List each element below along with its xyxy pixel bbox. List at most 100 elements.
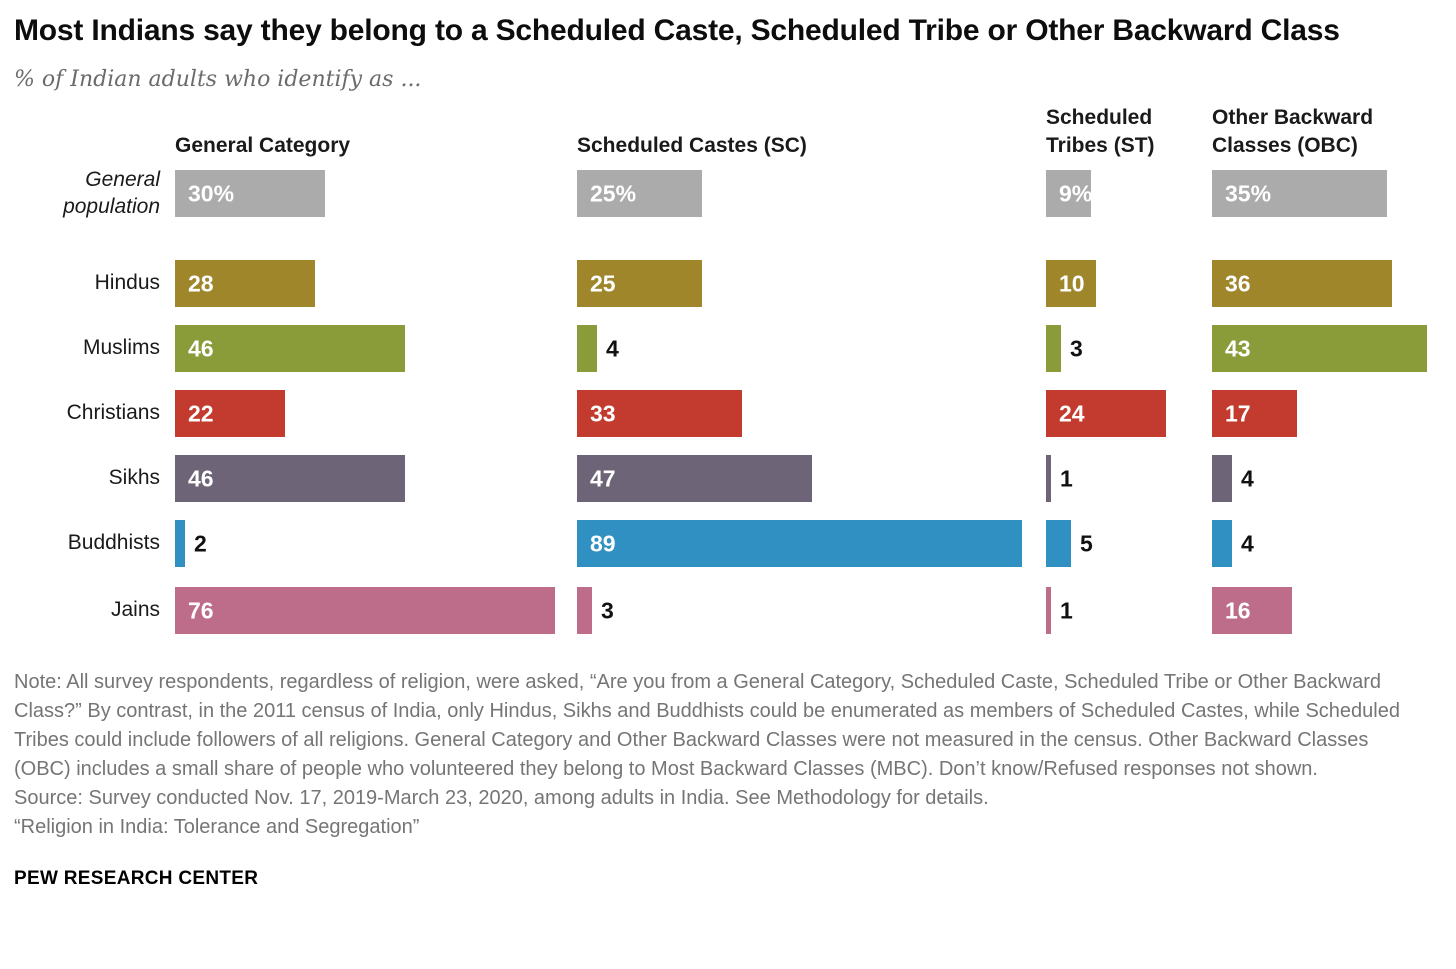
row-label-buddhists: Buddhists [67, 531, 160, 555]
bar-value: 5 [1080, 530, 1093, 557]
column-header-line: Other Backward [1212, 106, 1374, 130]
chart: General Category Scheduled Castes (SC) S… [14, 98, 1440, 638]
bar [1212, 455, 1232, 503]
bar-value: 24 [1059, 400, 1085, 427]
bar-value: 47 [590, 465, 616, 492]
bar-cell: 4 [577, 325, 619, 373]
bar [577, 455, 812, 503]
bar-value: 46 [188, 335, 214, 362]
bar-cell: 47 [577, 455, 812, 503]
bar-value: 36 [1225, 270, 1251, 297]
column-header-line: Tribes (ST) [1046, 134, 1155, 158]
bar-cell: 33 [577, 390, 742, 438]
bar-cell: 22 [175, 390, 285, 438]
report-title: “Religion in India: Tolerance and Segreg… [14, 816, 420, 839]
bar-value: 25 [590, 270, 616, 297]
chart-row-hindus: Hindus 28 25 10 36 [14, 260, 1440, 308]
bar [1212, 170, 1387, 218]
column-header-general-category: General Category [175, 132, 350, 160]
row-label-hindus: Hindus [94, 271, 160, 295]
column-header-line: Scheduled [1046, 106, 1153, 130]
bar-value: 3 [1070, 335, 1083, 362]
bar-value: 2 [194, 530, 207, 557]
bar-cell: 2 [175, 520, 207, 568]
bar-value: 89 [590, 530, 616, 557]
bar [577, 520, 1022, 568]
bar-cell: 25% [577, 170, 702, 218]
bar-value: 46 [188, 465, 214, 492]
bar-cell: 35% [1212, 170, 1387, 218]
bar-cell: 36 [1212, 260, 1392, 308]
row-label-general-population: General population [63, 168, 160, 218]
note-text: Note: All survey respondents, regardless… [14, 671, 1400, 781]
bar [1046, 390, 1166, 438]
column-header-other-backward-classes: Other Backward Classes (OBC) [1212, 104, 1373, 160]
bar-cell: 24 [1046, 390, 1166, 438]
chart-rows: General population 30% 25% 9% 35% Hindus 28 25 1… [14, 168, 1440, 636]
bar-value: 43 [1225, 335, 1251, 362]
bar [175, 170, 325, 218]
column-header-scheduled-tribes: Scheduled Tribes (ST) [1046, 104, 1155, 160]
bar-cell: 30% [175, 170, 325, 218]
bar-value: 1 [1060, 597, 1073, 624]
chart-row-muslims: Muslims 46 4 3 43 [14, 325, 1440, 373]
row-label-muslims: Muslims [83, 336, 160, 360]
bar [1212, 520, 1232, 568]
bar-value: 4 [1241, 530, 1254, 557]
chart-row-jains: Jains 76 3 1 16 [14, 587, 1440, 635]
bar [1212, 325, 1427, 373]
bar [1212, 587, 1292, 635]
bar-value: 16 [1225, 597, 1251, 624]
source-text: Source: Survey conducted Nov. 17, 2019-M… [14, 787, 989, 810]
bar-cell: 4 [1212, 455, 1254, 503]
bar-value: 30% [188, 180, 235, 207]
bar-cell: 3 [577, 587, 614, 635]
bar-cell: 46 [175, 455, 405, 503]
chart-row-general-population: General population 30% 25% 9% 35% [14, 168, 1440, 218]
bar [1046, 520, 1071, 568]
bar [577, 170, 702, 218]
bar-cell: 3 [1046, 325, 1083, 373]
bar [577, 325, 597, 373]
bar-cell: 89 [577, 520, 1022, 568]
bar [1046, 587, 1051, 635]
bar-value: 17 [1225, 400, 1251, 427]
chart-row-buddhists: Buddhists 2 89 5 4 [14, 520, 1440, 568]
bar-cell: 76 [175, 587, 555, 635]
bar-cell: 17 [1212, 390, 1297, 438]
bar-value: 76 [188, 597, 214, 624]
bar-cell: 4 [1212, 520, 1254, 568]
row-label-sikhs: Sikhs [108, 466, 160, 490]
page-title: Most Indians say they belong to a Schedu… [14, 14, 1340, 47]
bar [1212, 390, 1297, 438]
bar-value: 35% [1225, 180, 1272, 207]
bar [1212, 260, 1392, 308]
notes-block: Note: All survey respondents, regardless… [14, 668, 1414, 842]
bar-value: 10 [1059, 270, 1085, 297]
bar [577, 390, 742, 438]
bar [175, 325, 405, 373]
bar-value: 28 [188, 270, 214, 297]
column-header-line: Classes (OBC) [1212, 134, 1358, 158]
footer-brand: PEW RESEARCH CENTER [14, 868, 259, 890]
bar [175, 455, 405, 503]
bar-cell: 43 [1212, 325, 1427, 373]
bar-value: 3 [601, 597, 614, 624]
bar-cell: 16 [1212, 587, 1292, 635]
row-label-christians: Christians [66, 401, 160, 425]
bar [175, 520, 185, 568]
chart-row-christians: Christians 22 33 24 17 [14, 390, 1440, 438]
bar [1046, 170, 1091, 218]
bar-value: 4 [606, 335, 619, 362]
bar-cell: 28 [175, 260, 315, 308]
bar-value: 25% [590, 180, 637, 207]
bar-cell: 46 [175, 325, 405, 373]
bar [175, 587, 555, 635]
bar [577, 587, 592, 635]
row-label-jains: Jains [110, 598, 160, 622]
bar-cell: 9% [1046, 170, 1092, 218]
bar-value: 33 [590, 400, 616, 427]
bar-cell: 1 [1046, 455, 1073, 503]
column-headers: General Category Scheduled Castes (SC) S… [14, 98, 1440, 160]
